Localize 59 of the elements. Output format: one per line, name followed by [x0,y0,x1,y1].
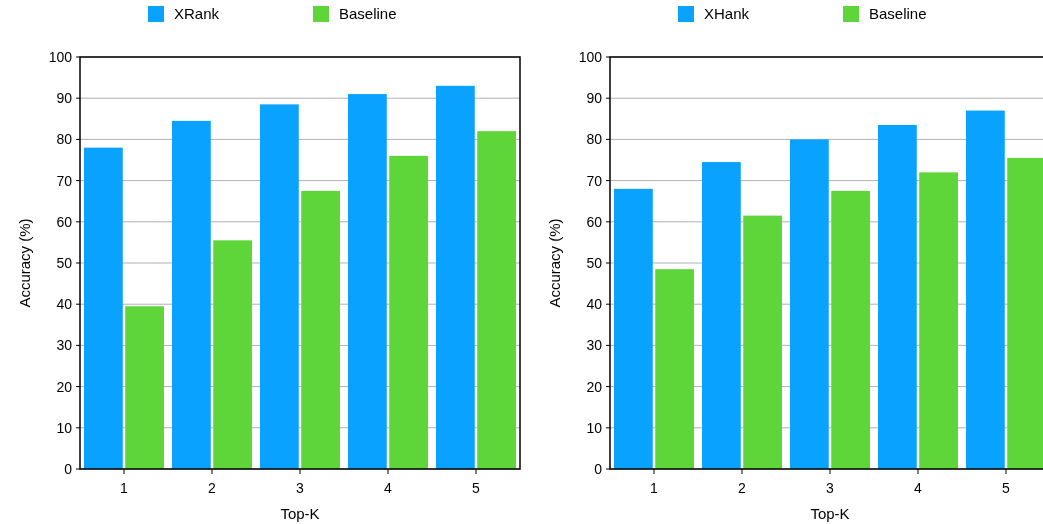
bar [966,110,1005,469]
y-axis-title: Accuracy (%) [16,218,33,308]
bar [389,155,428,469]
bar [301,190,340,469]
x-tick-label: 1 [650,480,659,496]
bar [614,188,653,469]
x-tick-label: 4 [384,480,393,496]
bar [743,215,782,469]
bar [702,162,741,469]
y-tick-label: 70 [56,172,73,189]
y-tick-label: 30 [56,337,73,354]
y-tick-label: 50 [56,254,73,271]
bar [919,172,958,469]
y-tick-label: 90 [586,90,603,107]
y-axis-title: Accuracy (%) [546,218,563,308]
bar [655,269,694,469]
x-tick-label: 2 [738,480,747,496]
bar [831,190,870,469]
bar [348,94,387,469]
bar [213,240,252,469]
bar [125,306,164,469]
y-tick-label: 0 [594,460,603,477]
bar [84,147,123,469]
y-tick-label: 40 [56,296,73,313]
legend-label: Baseline [869,5,927,23]
y-tick-label: 90 [56,90,73,107]
bar [790,139,829,469]
x-tick-label: 4 [914,480,923,496]
y-tick-label: 20 [56,378,73,395]
bar [878,124,917,469]
y-tick-label: 70 [586,172,603,189]
bar [172,120,211,469]
x-tick-label: 2 [208,480,217,496]
y-tick-label: 20 [586,378,603,395]
y-tick-label: 60 [586,213,603,230]
bar [260,104,299,469]
y-tick-label: 10 [56,419,73,436]
x-tick-label: 3 [826,480,835,496]
x-tick-label: 3 [296,480,305,496]
y-tick-label: 100 [48,48,73,65]
y-tick-label: 60 [56,213,73,230]
legend-label: XRank [174,5,220,23]
x-axis-title: Top-K [810,505,850,522]
y-tick-label: 100 [578,48,603,65]
x-tick-label: 5 [472,480,481,496]
x-tick-label: 1 [120,480,129,496]
y-tick-label: 0 [64,460,73,477]
y-tick-label: 40 [586,296,603,313]
y-tick-label: 50 [586,254,603,271]
legend-label: XHank [704,5,750,23]
bar [477,131,516,469]
y-tick-label: 30 [586,337,603,354]
y-tick-label: 10 [586,419,603,436]
x-tick-label: 5 [1002,480,1011,496]
bar [436,85,475,469]
y-tick-label: 80 [56,131,73,148]
legend-label: Baseline [339,5,397,23]
x-axis-title: Top-K [280,505,320,522]
y-tick-label: 80 [586,131,603,148]
